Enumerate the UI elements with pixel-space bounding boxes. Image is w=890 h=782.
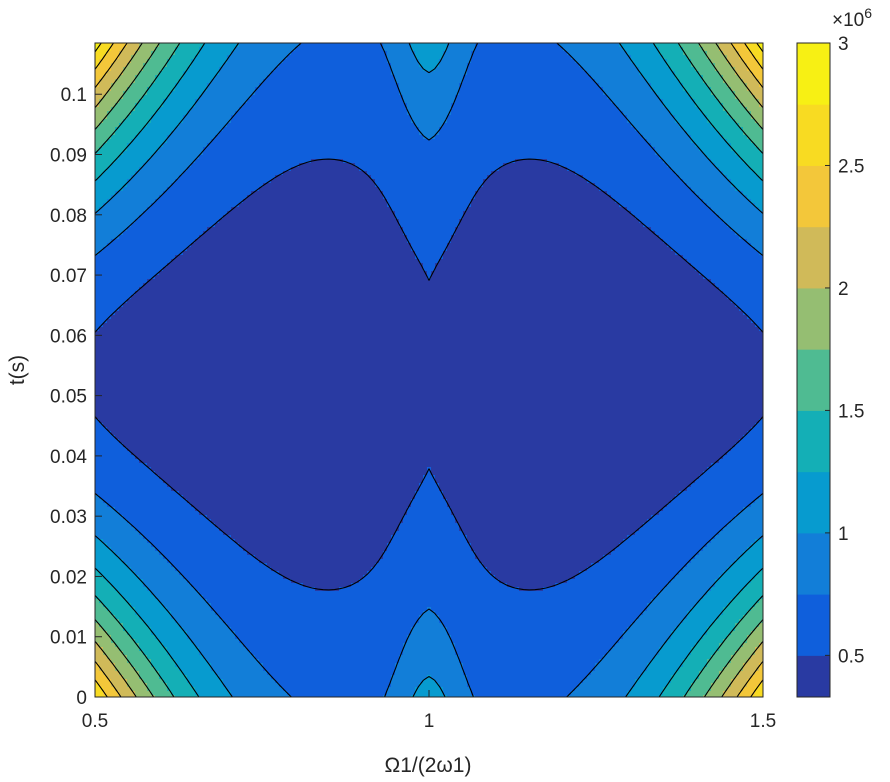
y-tick-label: 0.07: [50, 266, 87, 287]
x-tick-label: 1.5: [750, 711, 776, 732]
colorbar-band: [797, 655, 830, 697]
colorbar-tick-label: 2: [838, 279, 849, 300]
colorbar-exponent-power: 6: [864, 5, 872, 21]
x-axis-label: Ω1/(2ω1): [385, 754, 472, 777]
colorbar-exponent-base: ×10: [832, 10, 864, 31]
y-tick-label: 0.04: [50, 447, 87, 468]
contour-fill: [95, 43, 764, 698]
y-tick-label: 0.09: [50, 146, 87, 167]
y-axis-label: t(s): [6, 355, 29, 385]
colorbar-band: [797, 165, 830, 227]
y-tick-label: 0.03: [50, 507, 87, 528]
contour-plot-area: [95, 43, 764, 698]
y-tick-label: 0.08: [50, 206, 87, 227]
colorbar-tick-label: 2.5: [838, 156, 864, 177]
x-tick-label: 1: [424, 711, 435, 732]
colorbar-band: [797, 288, 830, 350]
colorbar-tick-label: 1.5: [838, 401, 864, 422]
colorbar-exponent: ×106: [832, 5, 872, 31]
colorbar: 0.5 1 1.5 2 2.5 3: [797, 34, 864, 698]
y-tick-label: 0.05: [50, 387, 87, 408]
colorbar-tick-label: 3: [838, 34, 849, 55]
y-tick-label: 0.06: [50, 326, 87, 347]
colorbar-band: [797, 104, 830, 166]
colorbar-band: [797, 533, 830, 595]
y-tick-label: 0.1: [61, 85, 87, 106]
y-axis: 0 0.01 0.02 0.03 0.04 0.05 0.06 0.07 0.08 0.09 0.1: [50, 85, 102, 709]
y-tick-label: 0.02: [50, 567, 87, 588]
y-tick-label: 0: [76, 688, 87, 709]
y-tick-label: 0.01: [50, 628, 87, 649]
colorbar-band: [797, 472, 830, 534]
colorbar-tick-label: 1: [838, 524, 849, 545]
colorbar-band: [797, 227, 830, 289]
colorbar-band: [797, 43, 830, 105]
colorbar-band: [797, 594, 830, 656]
colorbar-tick-label: 0.5: [838, 646, 864, 667]
colorbar-band: [797, 349, 830, 411]
x-tick-label: 0.5: [82, 711, 108, 732]
colorbar-band: [797, 410, 830, 472]
